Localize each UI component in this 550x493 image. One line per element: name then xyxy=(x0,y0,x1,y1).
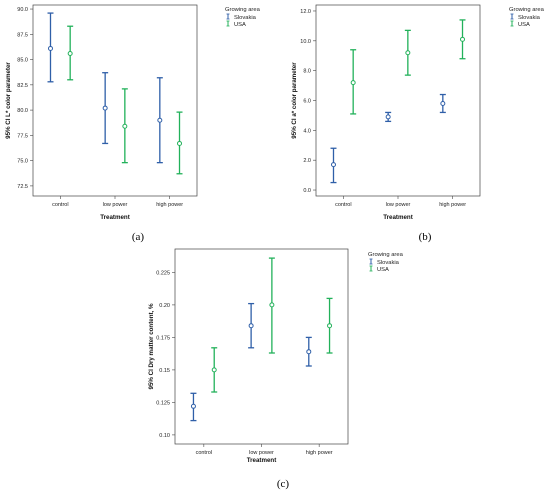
errorbar-slovakia xyxy=(47,12,54,83)
errorbar-usa xyxy=(404,29,411,76)
mean-point xyxy=(248,323,254,329)
y-tick-label: 6.0 xyxy=(303,99,311,105)
panel-label: (c) xyxy=(277,478,290,490)
errorbar-usa xyxy=(67,25,74,81)
mean-point xyxy=(177,140,183,146)
y-tick-label: 0.20 xyxy=(159,303,170,309)
x-tick-label: control xyxy=(335,202,352,208)
errorbar-slovakia xyxy=(439,93,446,114)
y-tick-label: 0.10 xyxy=(159,433,170,439)
mean-point xyxy=(269,302,275,308)
legend-entry: USA xyxy=(518,22,530,28)
y-tick-label: 77.5 xyxy=(17,133,28,139)
errorbar-usa xyxy=(121,88,128,164)
x-tick-label: high power xyxy=(156,202,183,208)
y-tick-label: 0.125 xyxy=(156,400,170,406)
y-tick-label: 72.5 xyxy=(17,184,28,190)
y-tick-label: 75.0 xyxy=(17,159,28,165)
x-tick-label: high power xyxy=(439,202,466,208)
plot-frame xyxy=(32,4,198,197)
panel-label: (b) xyxy=(419,231,432,243)
mean-point xyxy=(350,80,356,86)
mean-point xyxy=(47,45,53,51)
errorbar-slovakia xyxy=(248,302,255,349)
y-tick-label: 0.0 xyxy=(303,188,311,194)
mean-point xyxy=(327,323,333,329)
y-tick-label: 0.175 xyxy=(156,335,170,341)
legend-entry: Slovakia xyxy=(234,15,257,21)
chart-panel-2: 0.0 2.0 4.0 6.0 8.0 10.0 12.0 control low power h… xyxy=(291,4,545,243)
errorbar-usa xyxy=(326,297,333,354)
y-tick-label: 8.0 xyxy=(303,69,311,75)
y-tick-label: 2.0 xyxy=(303,158,311,164)
y-tick-label: 85.0 xyxy=(17,58,28,64)
errorbar-slovakia xyxy=(102,72,109,145)
errorbar-slovakia xyxy=(330,147,337,184)
y-tick-label: 0.225 xyxy=(156,270,170,276)
x-tick-label: control xyxy=(196,450,213,456)
errorbar-usa xyxy=(268,257,275,354)
x-tick-label: high power xyxy=(306,450,333,456)
legend-title: Growing area xyxy=(225,7,261,13)
mean-point xyxy=(330,162,336,168)
chart-panel-1: 72.5 75.0 77.5 80.0 82.5 85.0 87.5 90.0 control l… xyxy=(5,4,261,243)
mean-point xyxy=(102,105,108,111)
x-tick-label: low power xyxy=(249,450,274,456)
legend-entry: Slovakia xyxy=(518,15,541,21)
y-tick-label: 0.15 xyxy=(159,368,170,374)
errorbar-slovakia xyxy=(385,111,392,123)
x-axis-label: Treatment xyxy=(247,457,277,464)
chart-panel-3: 0.10 0.125 0.15 0.175 0.20 0.225 control low po… xyxy=(148,248,404,490)
mean-point xyxy=(306,349,312,355)
plot-frame xyxy=(174,248,349,445)
errorbar-usa xyxy=(350,49,357,115)
y-axis-label: 95% CI Dry matter content, % xyxy=(148,303,155,389)
errorbar-usa xyxy=(211,347,218,393)
legend-entry: USA xyxy=(234,22,246,28)
x-tick-label: low power xyxy=(103,202,128,208)
y-axis-label: 95% CI L* color parameter xyxy=(5,62,12,139)
y-tick-label: 4.0 xyxy=(303,128,311,134)
mean-point xyxy=(460,36,466,42)
plot-frame xyxy=(315,4,481,197)
y-axis-label: 95% CI a* color parameter xyxy=(291,62,298,139)
legend-entry: Slovakia xyxy=(377,260,400,266)
errorbar-slovakia xyxy=(305,336,312,367)
panel-label: (a) xyxy=(132,231,145,243)
mean-point xyxy=(405,50,411,56)
x-axis-label: Treatment xyxy=(100,214,130,221)
legend-title: Growing area xyxy=(368,252,404,258)
mean-point xyxy=(385,114,391,120)
errorbar-slovakia xyxy=(156,77,163,164)
legend-title: Growing area xyxy=(509,7,545,13)
y-tick-label: 90.0 xyxy=(17,7,28,13)
errorbar-usa xyxy=(176,111,183,175)
mean-point xyxy=(440,100,446,106)
mean-point xyxy=(67,51,73,57)
mean-point xyxy=(122,123,128,129)
y-tick-label: 82.5 xyxy=(17,83,28,89)
x-axis-label: Treatment xyxy=(383,214,413,221)
legend-entry: USA xyxy=(377,267,389,273)
mean-point xyxy=(157,117,163,123)
x-tick-label: low power xyxy=(386,202,411,208)
errorbar-usa xyxy=(459,19,466,60)
y-tick-label: 87.5 xyxy=(17,32,28,38)
y-tick-label: 12.0 xyxy=(300,9,311,15)
y-tick-label: 80.0 xyxy=(17,108,28,114)
errorbar-slovakia xyxy=(190,392,197,422)
y-tick-label: 10.0 xyxy=(300,39,311,45)
mean-point xyxy=(211,367,217,373)
mean-point xyxy=(190,403,196,409)
x-tick-label: control xyxy=(52,202,69,208)
